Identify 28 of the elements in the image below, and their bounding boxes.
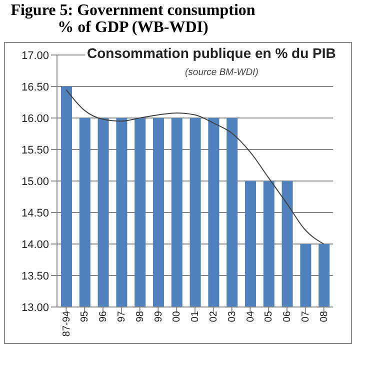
x-tick-label: 02 [208, 310, 220, 322]
x-tick-label: 99 [153, 310, 164, 322]
x-tick-label: 03 [226, 310, 238, 322]
y-tick-label: 15.50 [21, 144, 49, 156]
y-tick-label: 15.00 [21, 176, 49, 188]
y-tick-label: 13.50 [21, 270, 49, 282]
chart-subtitle: Consommation publique en % du PIB [85, 45, 338, 61]
x-tick-label: 04 [245, 310, 256, 322]
x-tick-label: 98 [134, 310, 146, 322]
x-tick-label: 08 [318, 310, 330, 322]
x-tick-label: 00 [172, 310, 183, 322]
y-tick-label: 13.00 [21, 302, 49, 314]
y-tick-label: 14.50 [21, 207, 49, 220]
x-tick-label: 87-94 [61, 310, 72, 337]
x-tick-label: 06 [282, 310, 294, 322]
line-series [66, 89, 324, 244]
x-tick-label: 95 [80, 310, 91, 322]
y-tick-label: 17.00 [21, 50, 49, 62]
annotation: (source BM-WDI) [185, 67, 258, 78]
x-tick-label: 05 [264, 310, 275, 322]
y-tick-label: 16.50 [21, 81, 49, 94]
x-tick-label: 97 [116, 310, 128, 322]
y-tick-label: 16.00 [21, 112, 49, 125]
x-tick-label: 01 [190, 310, 202, 322]
y-tick-label: 14.00 [21, 238, 49, 251]
chart-title: Figure 5: Government consumption % of GDP (WB-WDI) [10, 2, 256, 36]
x-tick-label: 07 [300, 310, 312, 322]
x-tick-label: 96 [98, 310, 110, 322]
